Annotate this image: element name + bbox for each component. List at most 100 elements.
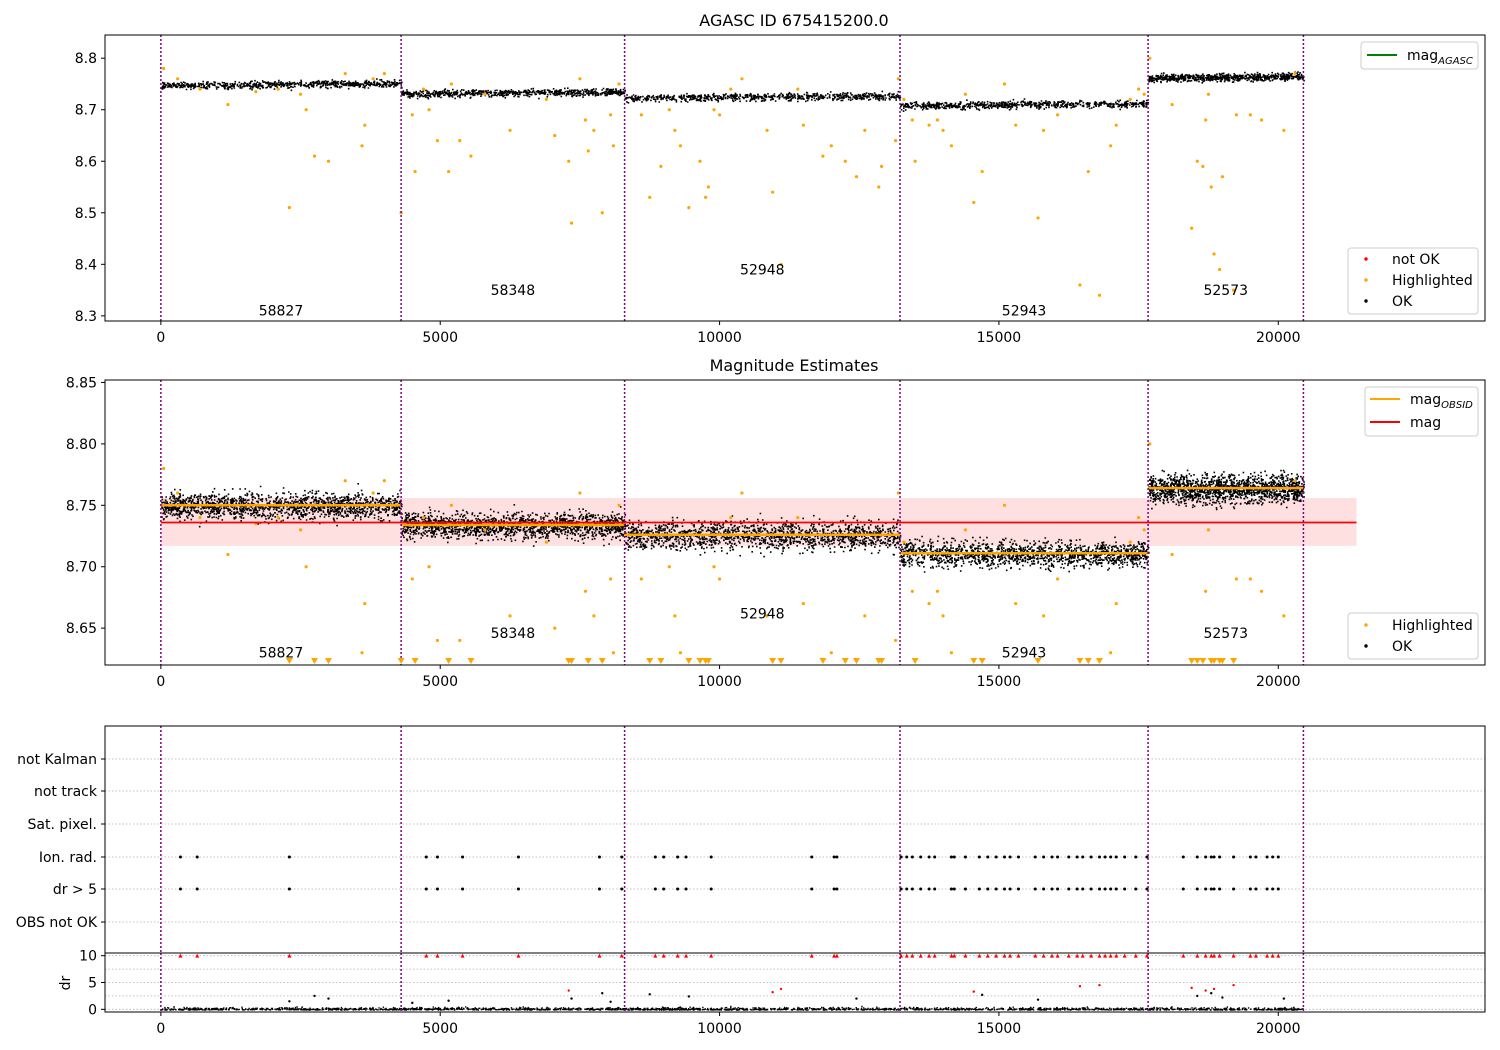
flag-point [1081, 887, 1085, 891]
flag-point [1056, 887, 1060, 891]
flag-point [1067, 887, 1071, 891]
flag-point [1123, 855, 1127, 859]
legend-mag-label: mag [1410, 415, 1441, 431]
flag-point [1075, 887, 1079, 891]
highlighted-point [854, 175, 859, 179]
highlighted-point [1282, 128, 1286, 132]
highlighted-point [553, 626, 557, 630]
highlighted-point [609, 113, 613, 117]
clipped-marker [445, 658, 453, 664]
highlighted-point [1097, 293, 1102, 297]
clipped-marker [911, 658, 919, 664]
legend-ok-label: OK [1392, 639, 1413, 655]
flag-point [1212, 855, 1216, 859]
highlighted-point [1055, 113, 1060, 117]
flags-obsid-boundaries [160, 726, 1305, 953]
highlighted-point [949, 651, 954, 655]
flag-point [1181, 887, 1185, 891]
dr-ok-points [161, 1005, 1304, 1011]
highlighted-point [1137, 515, 1141, 520]
dr-clipped-marker [1122, 953, 1127, 958]
clipped-marker [411, 658, 419, 664]
clipped-marker [852, 658, 860, 664]
highlighted-point [360, 144, 364, 148]
obsid-label: 58827 [259, 646, 304, 662]
flag-point [461, 855, 465, 859]
highlighted-point [1142, 528, 1146, 532]
dr-panel: 0 5 10 0 5000 10000 15000 20000 dr [58, 949, 1486, 1037]
dr-outlier-point [1212, 987, 1216, 991]
flag-point [178, 855, 182, 859]
flag-point [1103, 887, 1107, 891]
flag-point [910, 887, 914, 891]
highlighted-point [287, 206, 291, 210]
highlighted-point [343, 479, 347, 483]
clipped-marker [584, 658, 592, 664]
legend-mag-obsid-label: magOBSID [1410, 392, 1473, 411]
flag-point [952, 855, 956, 859]
dr-outlier-point [687, 995, 691, 998]
flag-point [1265, 855, 1269, 859]
dr-clipped-marker [834, 953, 839, 958]
highlighted-point [1042, 614, 1046, 618]
dr-clipped-marker [709, 953, 714, 958]
highlighted-point [435, 139, 440, 143]
y-tick-label: 8.5 [75, 206, 97, 222]
highlighted-point [611, 651, 616, 655]
flag-point [1195, 855, 1199, 859]
highlighted-point [1148, 442, 1152, 446]
x-tick-label: 10000 [697, 674, 742, 690]
legend-ok-swatch [1364, 644, 1368, 648]
highlighted-point [678, 144, 683, 148]
highlighted-point [902, 540, 906, 544]
category-label: OBS not OK [16, 915, 98, 931]
dr-clipped-marker [1108, 953, 1113, 958]
legend-ok-swatch [1364, 299, 1368, 303]
legend-highlighted-label: Highlighted [1392, 618, 1473, 634]
flag-point [1232, 855, 1236, 859]
dr-clipped-marker [1033, 953, 1038, 958]
highlighted-point [1014, 601, 1018, 606]
clipped-marker [970, 658, 978, 664]
y-tick-label: 5 [88, 976, 97, 992]
flag-point [1067, 855, 1071, 859]
dr-clipped-marker [675, 953, 680, 958]
highlighted-point [687, 206, 691, 210]
highlighted-point [667, 108, 671, 112]
dr-outlier-point [1210, 992, 1213, 995]
highlighted-point [1128, 97, 1132, 102]
flag-point [620, 887, 624, 891]
x-tick-label: 20000 [1256, 330, 1301, 346]
flag-point [994, 855, 998, 859]
x-tick-label: 5000 [422, 674, 458, 690]
dr-outlier-point [1232, 983, 1235, 987]
dr-clipped-marker [1055, 953, 1060, 958]
flag-point [832, 887, 836, 891]
highlighted-point [659, 164, 663, 169]
highlighted-point [913, 159, 917, 163]
agasc-ok-points [161, 71, 1305, 112]
flag-point [1075, 855, 1079, 859]
dr-clipped-marker [994, 953, 999, 958]
dr-clipped-marker [684, 953, 689, 958]
highlighted-point [1218, 267, 1222, 272]
highlighted-point [1170, 552, 1174, 557]
ok-points-path [160, 469, 1305, 573]
dr-outlier-point [609, 1000, 612, 1004]
obsid-label: 52943 [1002, 646, 1047, 662]
magnitude-estimates-title: Magnitude Estimates [710, 356, 879, 375]
clipped-marker [1210, 658, 1218, 664]
flag-point [1254, 855, 1258, 859]
obsid-label: 52573 [1203, 283, 1248, 299]
highlighted-point [298, 92, 303, 96]
highlighted-point [1248, 113, 1252, 117]
y-tick-label: 8.3 [75, 309, 97, 325]
highlighted-point [371, 77, 375, 81]
highlighted-point [1114, 123, 1118, 127]
highlighted-point [304, 108, 308, 112]
highlighted-point [583, 589, 588, 593]
flag-point [1089, 887, 1093, 891]
highlighted-point [796, 515, 800, 520]
dr-clipped-marker [904, 953, 909, 958]
